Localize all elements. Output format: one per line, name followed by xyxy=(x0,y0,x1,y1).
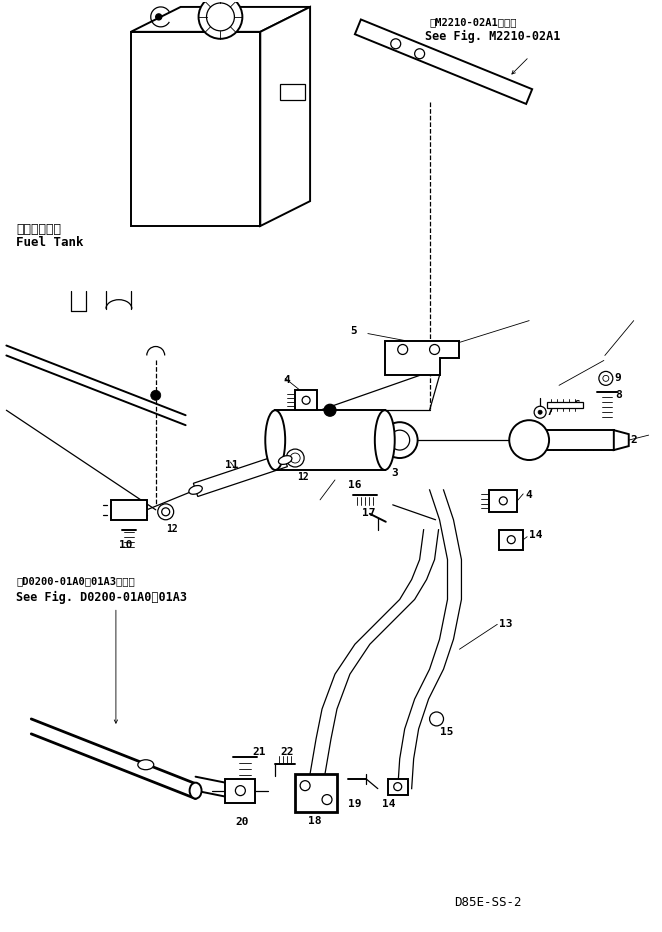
Circle shape xyxy=(156,14,162,20)
Circle shape xyxy=(398,345,408,354)
Text: 9: 9 xyxy=(615,374,622,383)
Text: 1: 1 xyxy=(314,448,322,461)
Text: Fuel Tank: Fuel Tank xyxy=(17,236,84,249)
Text: 17: 17 xyxy=(362,508,375,518)
Text: 20: 20 xyxy=(236,816,249,827)
Text: 3: 3 xyxy=(391,468,398,478)
Ellipse shape xyxy=(138,760,154,770)
Circle shape xyxy=(390,431,410,450)
Polygon shape xyxy=(280,84,305,100)
Text: 12: 12 xyxy=(297,472,309,482)
Text: 5: 5 xyxy=(350,325,357,336)
Text: 6: 6 xyxy=(573,400,580,410)
Text: 21: 21 xyxy=(252,747,266,757)
Text: D85E-SS-2: D85E-SS-2 xyxy=(455,897,522,910)
Bar xyxy=(295,391,317,410)
Polygon shape xyxy=(131,7,310,32)
Circle shape xyxy=(599,371,613,385)
Circle shape xyxy=(199,0,242,39)
Text: 18: 18 xyxy=(308,816,322,826)
Circle shape xyxy=(151,391,161,400)
Text: 12: 12 xyxy=(166,524,177,534)
Circle shape xyxy=(322,795,332,804)
Text: 2: 2 xyxy=(631,435,638,445)
Circle shape xyxy=(286,449,304,467)
Ellipse shape xyxy=(279,456,292,464)
Circle shape xyxy=(300,781,310,790)
Circle shape xyxy=(162,508,169,515)
Circle shape xyxy=(603,376,609,381)
Text: 13: 13 xyxy=(499,620,513,629)
Circle shape xyxy=(430,712,444,726)
Circle shape xyxy=(207,3,234,31)
Text: 19: 19 xyxy=(348,799,361,809)
Text: 第D0200-01A0～01A3図参照: 第D0200-01A0～01A3図参照 xyxy=(17,577,135,586)
Ellipse shape xyxy=(375,410,395,470)
Text: 22: 22 xyxy=(280,747,294,757)
Bar xyxy=(111,500,147,520)
Circle shape xyxy=(391,39,401,48)
Polygon shape xyxy=(614,431,629,450)
Polygon shape xyxy=(385,340,459,376)
Circle shape xyxy=(499,497,507,505)
Text: 14: 14 xyxy=(382,799,395,809)
Ellipse shape xyxy=(189,486,203,494)
Bar xyxy=(499,529,523,550)
Ellipse shape xyxy=(265,410,285,470)
Polygon shape xyxy=(131,32,260,226)
Text: 15: 15 xyxy=(440,727,453,737)
Text: 11: 11 xyxy=(226,460,239,470)
Circle shape xyxy=(534,406,546,418)
Circle shape xyxy=(509,420,549,460)
Text: See Fig. D0200-01A0～01A3: See Fig. D0200-01A0～01A3 xyxy=(17,591,187,604)
Text: 8: 8 xyxy=(615,391,622,401)
Bar xyxy=(295,774,337,812)
Text: 10: 10 xyxy=(119,540,132,550)
Bar xyxy=(489,490,517,512)
Polygon shape xyxy=(355,20,532,104)
Text: フェルタンク: フェルタンク xyxy=(17,223,62,236)
Text: 16: 16 xyxy=(348,480,361,490)
Circle shape xyxy=(414,48,424,59)
Bar xyxy=(275,410,385,470)
Circle shape xyxy=(324,404,336,417)
Circle shape xyxy=(302,396,310,404)
Bar xyxy=(226,778,256,802)
Circle shape xyxy=(394,783,402,790)
Circle shape xyxy=(382,422,418,458)
Circle shape xyxy=(236,786,246,796)
Text: 14: 14 xyxy=(529,529,543,540)
Text: 7: 7 xyxy=(546,407,553,418)
Bar xyxy=(388,778,408,795)
Circle shape xyxy=(430,345,440,354)
Polygon shape xyxy=(260,7,310,226)
Bar xyxy=(529,431,614,450)
Circle shape xyxy=(507,536,515,543)
Circle shape xyxy=(290,453,300,463)
Circle shape xyxy=(158,504,173,520)
Polygon shape xyxy=(193,453,287,497)
Polygon shape xyxy=(547,403,583,408)
Circle shape xyxy=(538,410,542,414)
Text: 4: 4 xyxy=(283,376,290,385)
Ellipse shape xyxy=(189,783,201,799)
Text: 第M2210-02A1図参照: 第M2210-02A1図参照 xyxy=(430,17,517,27)
Text: 4: 4 xyxy=(525,490,532,500)
Text: See Fig. M2210-02A1: See Fig. M2210-02A1 xyxy=(424,30,560,43)
